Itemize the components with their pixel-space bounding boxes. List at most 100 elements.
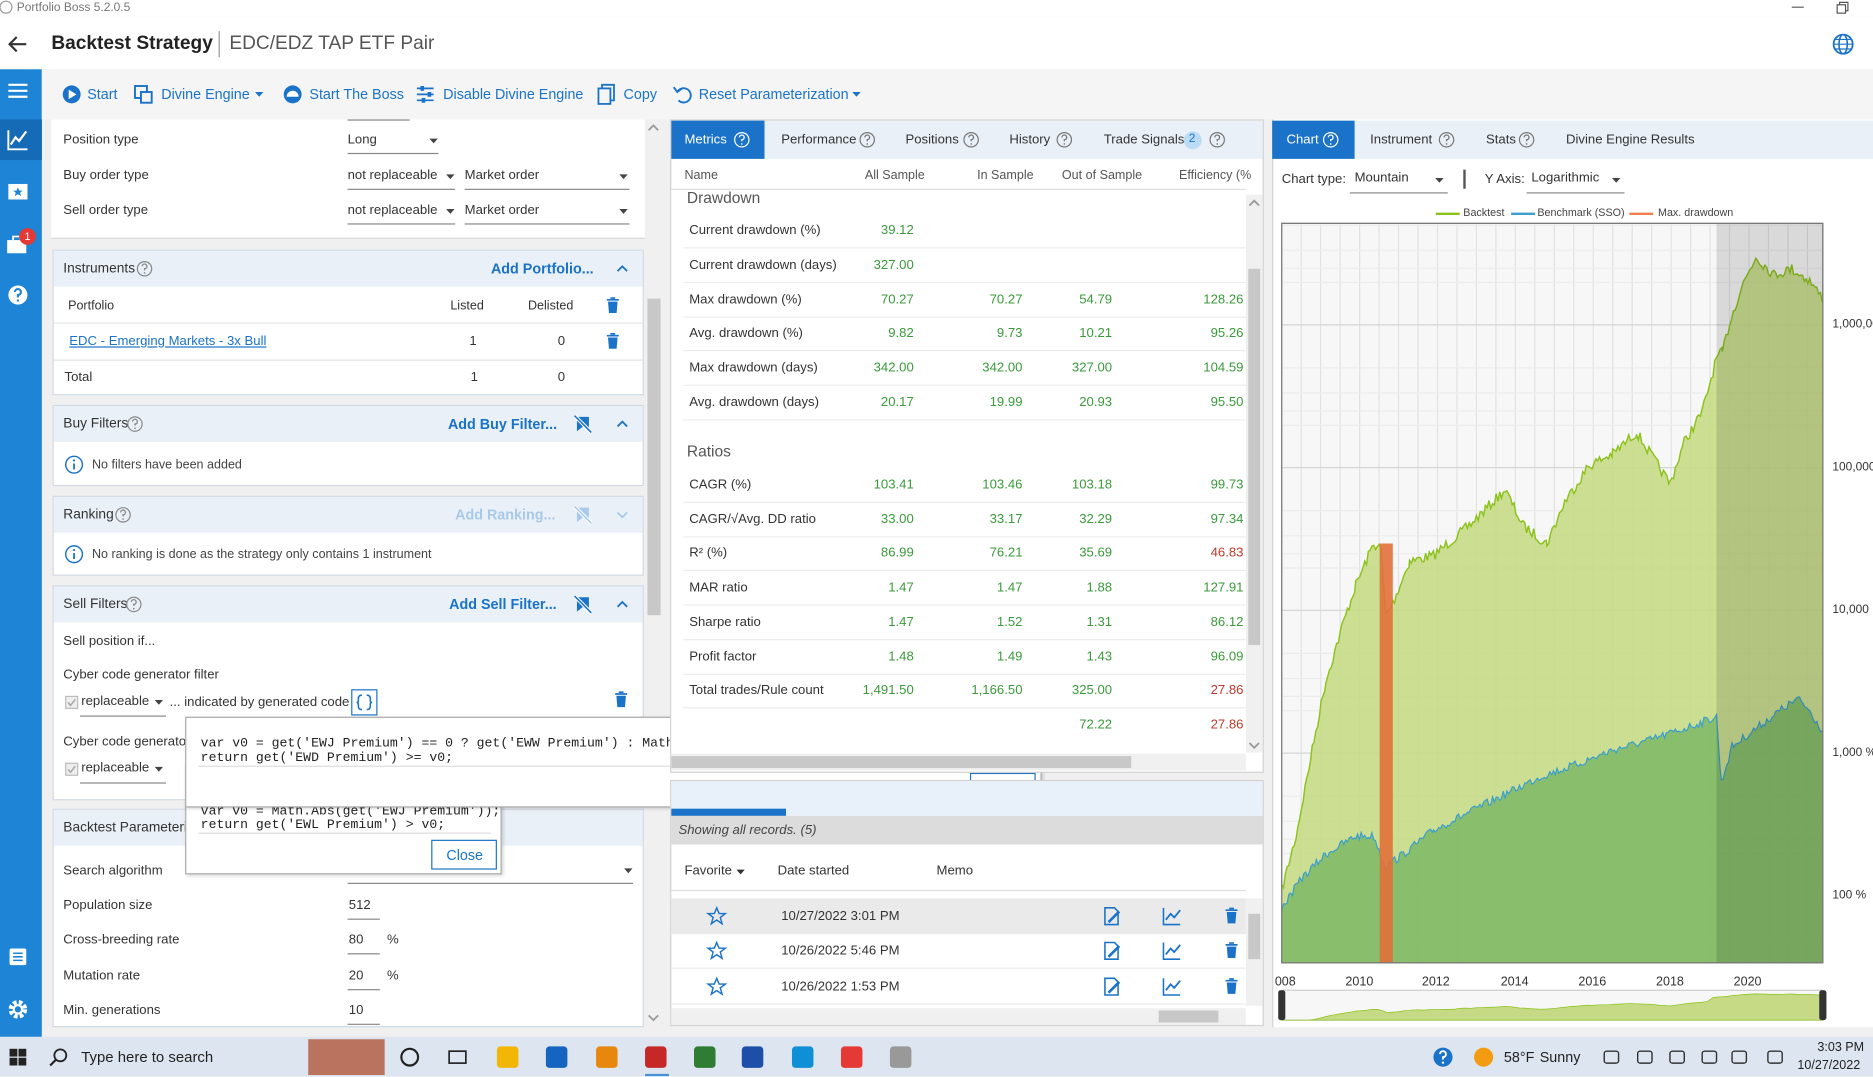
- help-icon[interactable]: [127, 416, 144, 433]
- toolbar-icon[interactable]: [414, 84, 436, 106]
- delete-run[interactable]: [1224, 907, 1238, 925]
- help-icon[interactable]: [733, 131, 750, 148]
- toolbar-button[interactable]: Copy: [623, 86, 658, 103]
- start-button[interactable]: [8, 1048, 27, 1067]
- toolbar-icon[interactable]: [595, 83, 617, 106]
- disable-filters[interactable]: [573, 414, 593, 434]
- tab[interactable]: Performance: [781, 132, 857, 147]
- toolbar-button[interactable]: Reset Parameterization: [698, 86, 849, 103]
- taskbar-app[interactable]: [741, 1045, 765, 1069]
- dropdown-value[interactable]: replaceable: [81, 694, 150, 709]
- help-icon[interactable]: [1438, 131, 1455, 148]
- help-icon[interactable]: [1209, 131, 1226, 148]
- edit-run[interactable]: [1103, 977, 1122, 996]
- dropdown-value[interactable]: Mountain: [1354, 170, 1409, 186]
- task-view-button[interactable]: [448, 1048, 467, 1067]
- tab[interactable]: Stats: [1485, 132, 1516, 147]
- cortana-button[interactable]: [400, 1047, 420, 1067]
- chart-run[interactable]: [1162, 977, 1181, 996]
- favorite-star[interactable]: [705, 975, 728, 996]
- toolbar-button[interactable]: Start: [87, 86, 118, 103]
- taskbar-app[interactable]: [791, 1045, 815, 1069]
- back-button[interactable]: [8, 36, 27, 53]
- dropdown-value[interactable]: replaceable: [81, 760, 150, 776]
- add-button[interactable]: Add Portfolio...: [490, 260, 594, 278]
- tray-icon[interactable]: [1701, 1049, 1718, 1066]
- dropdown-caret[interactable]: [254, 91, 264, 98]
- tab[interactable]: Positions: [905, 132, 959, 147]
- help-icon[interactable]: [859, 131, 876, 148]
- toolbar-button[interactable]: Divine Engine: [161, 86, 250, 103]
- log-nav[interactable]: [7, 946, 29, 968]
- delete-all[interactable]: [606, 297, 620, 314]
- toolbar-icon[interactable]: [672, 84, 695, 106]
- help-icon[interactable]: [125, 596, 142, 613]
- favorite-star[interactable]: [705, 905, 728, 926]
- input-value[interactable]: 80: [348, 933, 364, 948]
- tray-icon[interactable]: [1731, 1049, 1748, 1066]
- chart-run[interactable]: [1162, 942, 1181, 961]
- portfolio-link[interactable]: EDC - Emerging Markets - 3x Bull: [69, 334, 267, 349]
- tray-icon[interactable]: [1669, 1049, 1686, 1066]
- tray-icon[interactable]: [1767, 1049, 1784, 1066]
- collapse-toggle[interactable]: [616, 419, 628, 429]
- toolbar-button[interactable]: Start The Boss: [309, 86, 404, 103]
- settings-nav[interactable]: [7, 999, 29, 1021]
- tab[interactable]: Trade Signals: [1103, 132, 1185, 147]
- collapse-toggle[interactable]: [616, 510, 628, 520]
- help-icon[interactable]: [1322, 131, 1339, 148]
- help-icon[interactable]: [115, 506, 132, 523]
- favorite-star[interactable]: [705, 940, 728, 961]
- taskbar-app[interactable]: [644, 1045, 668, 1069]
- dropdown-value[interactable]: Long: [347, 132, 377, 147]
- delete-run[interactable]: [1224, 977, 1238, 995]
- get-help-icon[interactable]: [1432, 1046, 1454, 1068]
- filter-checkbox[interactable]: [65, 695, 79, 709]
- taskbar-search[interactable]: Type here to search: [81, 1048, 214, 1066]
- taskbar-app[interactable]: [840, 1045, 864, 1069]
- input-value[interactable]: 20: [348, 968, 364, 983]
- dropdown-value[interactable]: Logarithmic: [1531, 170, 1600, 186]
- chart-run[interactable]: [1162, 907, 1181, 926]
- dropdown-value[interactable]: Market order: [464, 168, 540, 183]
- column-header[interactable]: Favorite: [684, 863, 732, 878]
- toolbar-button[interactable]: Disable Divine Engine: [443, 86, 584, 103]
- dropdown-caret[interactable]: [852, 91, 862, 98]
- tab[interactable]: History: [1009, 132, 1051, 147]
- input-value[interactable]: 512: [348, 898, 371, 913]
- restore-button[interactable]: [1835, 0, 1849, 14]
- toolbar-icon[interactable]: [282, 84, 304, 106]
- tab[interactable]: Divine Engine Results: [1566, 132, 1695, 147]
- taskbar-app[interactable]: [889, 1045, 913, 1069]
- add-button[interactable]: Add Ranking...: [455, 506, 556, 524]
- add-button[interactable]: Add Buy Filter...: [447, 415, 558, 433]
- taskbar-app[interactable]: [496, 1045, 520, 1069]
- add-button[interactable]: Add Sell Filter...: [449, 596, 557, 613]
- backtest-nav[interactable]: [7, 129, 29, 151]
- collapse-toggle[interactable]: [616, 600, 628, 610]
- taskbar-app[interactable]: [693, 1045, 717, 1069]
- filter-checkbox[interactable]: [65, 762, 79, 776]
- taskbar-app[interactable]: [595, 1045, 619, 1069]
- tab[interactable]: Metrics: [684, 132, 727, 147]
- collapse-toggle[interactable]: [616, 264, 628, 274]
- language-button[interactable]: [1832, 33, 1854, 55]
- input-value[interactable]: 10: [348, 1003, 364, 1018]
- favorites-nav[interactable]: [7, 180, 29, 202]
- edit-run[interactable]: [1103, 907, 1122, 926]
- dropdown-value[interactable]: not replaceable: [347, 168, 438, 183]
- help-icon[interactable]: [136, 260, 153, 277]
- tab[interactable]: Chart: [1286, 132, 1319, 147]
- taskbar-app[interactable]: [545, 1045, 569, 1069]
- help-nav[interactable]: [7, 284, 29, 306]
- disable-filters[interactable]: [573, 594, 593, 615]
- minimize-button[interactable]: [1791, 0, 1805, 14]
- help-icon[interactable]: [1056, 131, 1073, 148]
- delete-run[interactable]: [1224, 942, 1238, 960]
- help-icon[interactable]: [1518, 131, 1535, 148]
- tray-icon[interactable]: [1636, 1049, 1653, 1066]
- tray-icon[interactable]: [1603, 1049, 1620, 1066]
- delete-filter[interactable]: [614, 691, 628, 709]
- code-button[interactable]: [351, 689, 378, 716]
- toolbar-icon[interactable]: [133, 84, 155, 106]
